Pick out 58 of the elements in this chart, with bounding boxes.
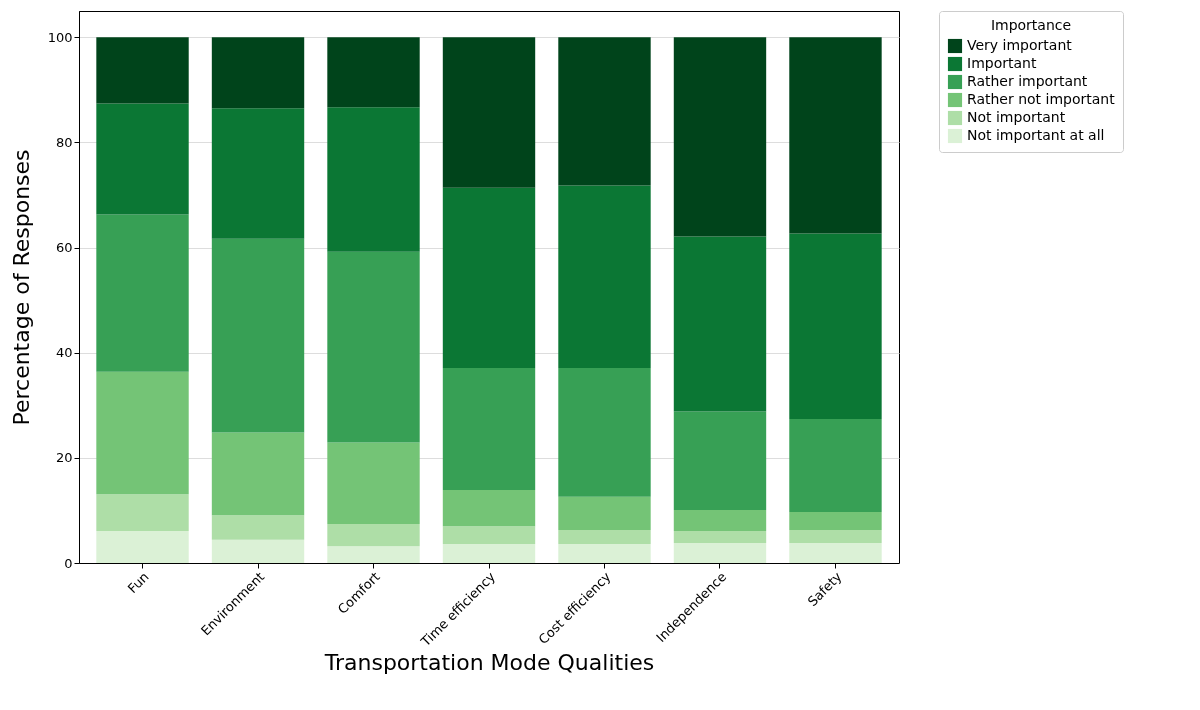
legend-label: Rather important	[967, 73, 1088, 89]
bar	[442, 37, 536, 188]
bar	[789, 37, 882, 234]
bar	[211, 37, 305, 109]
legend-label: Not important	[967, 109, 1066, 125]
y-tick-label: 60	[55, 240, 73, 256]
bar	[673, 236, 767, 412]
bar	[327, 37, 420, 108]
bar	[96, 214, 189, 372]
bar	[558, 496, 651, 530]
legend-title: Importance	[990, 17, 1072, 33]
legend-label: Rather not important	[967, 91, 1116, 107]
bar	[327, 524, 420, 547]
bar	[673, 509, 767, 531]
bar	[211, 238, 305, 433]
bar	[789, 512, 882, 530]
y-tick-label: 40	[55, 345, 73, 361]
bar	[789, 418, 882, 513]
y-tick-label: 80	[55, 134, 73, 150]
bar	[673, 530, 767, 544]
bar	[211, 108, 305, 239]
bar	[96, 530, 189, 563]
legend-label: Not important at all	[967, 127, 1105, 143]
x-axis-title: Transportation Mode Qualities	[323, 650, 655, 676]
y-tick-label: 100	[47, 29, 73, 45]
bar	[442, 526, 536, 545]
y-axis-title: Percentage of Responses	[8, 149, 34, 426]
legend-label: Important	[967, 55, 1037, 71]
bar	[327, 107, 420, 252]
bar	[96, 494, 189, 531]
bar	[558, 367, 651, 497]
bar	[789, 233, 882, 419]
bar	[327, 442, 420, 525]
bar	[673, 543, 767, 563]
bar	[96, 103, 189, 215]
x-tick-label: Fun	[124, 569, 152, 597]
bar	[96, 371, 189, 495]
bar	[558, 37, 651, 186]
bar	[442, 489, 536, 527]
bar	[211, 432, 305, 516]
bar	[211, 539, 305, 563]
bar	[96, 37, 189, 104]
bar	[789, 543, 882, 563]
bar	[558, 544, 651, 563]
y-tick-label: 0	[64, 555, 73, 571]
bar	[442, 187, 536, 368]
legend-label: Very important	[967, 37, 1073, 53]
bar	[211, 515, 305, 540]
bar	[558, 529, 651, 545]
bar	[327, 546, 420, 563]
bar	[789, 529, 882, 544]
bar	[442, 544, 536, 563]
bar	[673, 411, 767, 510]
bar	[442, 367, 536, 490]
y-tick-label: 20	[55, 450, 73, 466]
bar	[673, 37, 767, 237]
bar	[327, 251, 420, 443]
bar	[558, 185, 651, 368]
